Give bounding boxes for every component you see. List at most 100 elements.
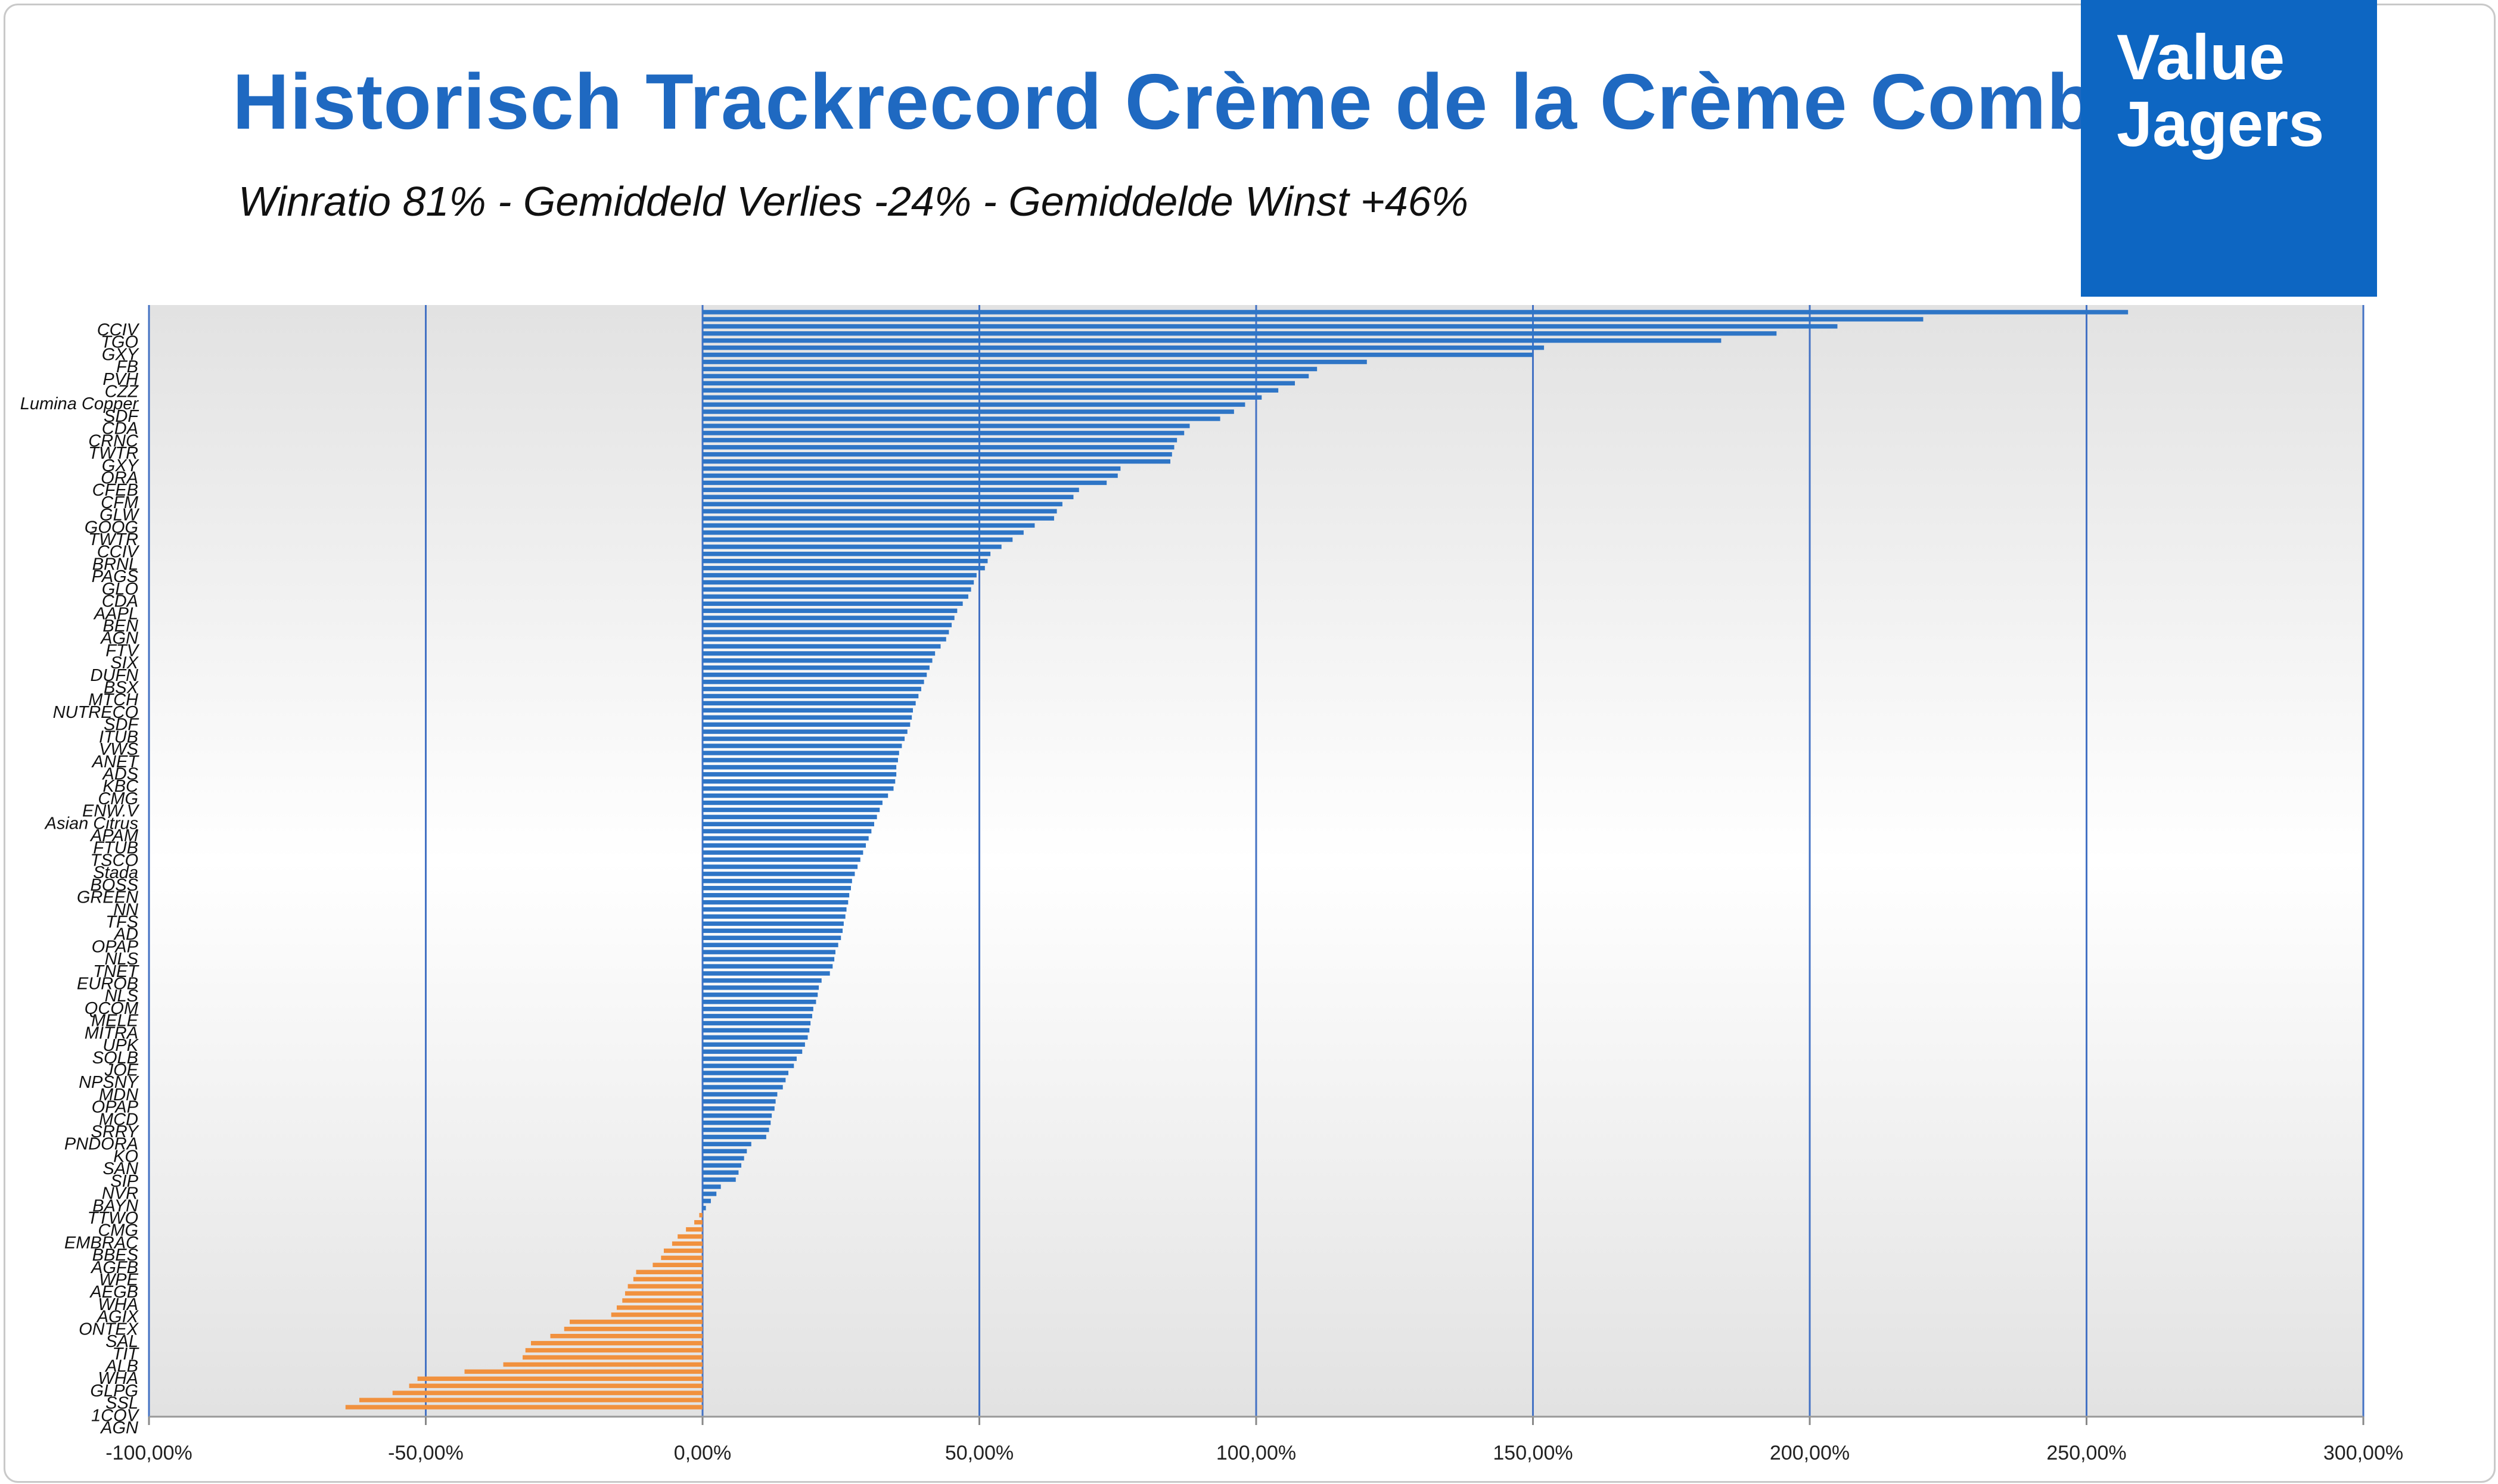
bar (703, 872, 855, 876)
bar (392, 1390, 703, 1395)
category-label: CRNC (88, 431, 139, 450)
bar (703, 644, 941, 649)
x-tick-label: -50,00% (388, 1442, 464, 1464)
x-tick-label: 0,00% (674, 1442, 731, 1464)
bar (699, 1213, 703, 1218)
bar (703, 1184, 721, 1189)
bar (703, 523, 1035, 528)
category-label: PVH (102, 370, 138, 389)
bar (703, 985, 819, 990)
bar (703, 473, 1118, 478)
category-label: ORA (101, 468, 138, 487)
bar (703, 409, 1234, 414)
bar (703, 907, 847, 912)
bar (703, 836, 869, 841)
bar (523, 1355, 703, 1360)
bar (703, 565, 985, 571)
bar (703, 1206, 706, 1211)
category-label: AAPL (93, 604, 138, 623)
bar (703, 480, 1107, 486)
category-label: CMG (98, 789, 138, 808)
bar (703, 651, 936, 656)
bar (703, 964, 833, 969)
x-tick-label: 50,00% (945, 1442, 1014, 1464)
category-label: NN (113, 900, 138, 919)
bar (703, 722, 911, 727)
bar (703, 751, 899, 755)
logo-line-1: Value (2117, 21, 2285, 93)
category-label: GXY (102, 345, 140, 364)
bar (409, 1383, 703, 1388)
category-label: SAL (105, 1332, 138, 1351)
category-label: ANET (91, 752, 140, 771)
category-label: TFS (105, 913, 138, 932)
bar (703, 679, 924, 685)
category-label: AD (113, 925, 138, 944)
category-label: BSX (104, 679, 139, 698)
bar (703, 580, 974, 585)
bar (622, 1298, 703, 1303)
category-label: QCOM (85, 999, 139, 1018)
bar (703, 793, 888, 798)
bar (703, 1028, 810, 1033)
bar (703, 971, 830, 976)
bar (703, 743, 902, 748)
bar (633, 1277, 703, 1281)
chart-title: Historisch Trackrecord Crème de la Crème… (232, 58, 2118, 145)
bar (703, 424, 1190, 428)
bar (703, 623, 952, 627)
category-label: EMBRAC (64, 1233, 139, 1252)
bar (703, 445, 1175, 450)
category-label: BAYN (92, 1196, 138, 1215)
category-label: MDN (99, 1085, 138, 1105)
category-label: BRNL (92, 555, 138, 574)
category-label: OPAP (92, 1098, 139, 1117)
bar (703, 1156, 744, 1161)
category-label: CCIV (97, 321, 140, 340)
bar (703, 779, 896, 784)
bar (703, 494, 1074, 499)
category-label: BBES (92, 1246, 139, 1265)
bar (703, 864, 858, 869)
bar (703, 552, 991, 556)
bar (703, 324, 1838, 329)
bar (703, 715, 912, 720)
category-label: FTV (105, 641, 139, 660)
bar (703, 928, 843, 934)
category-label: MCD (99, 1110, 138, 1129)
bar (672, 1241, 703, 1246)
bar (703, 487, 1079, 493)
bar (703, 892, 850, 898)
category-label: SRRY (91, 1122, 140, 1141)
bar (703, 879, 852, 883)
bar (703, 843, 866, 848)
bar (703, 658, 933, 663)
bar (703, 886, 851, 891)
bar (661, 1255, 703, 1261)
bar (531, 1340, 703, 1346)
category-label: Asian Citrus (44, 814, 138, 833)
bar (636, 1270, 703, 1274)
category-label: TTWO (88, 1209, 138, 1228)
category-label: GREEN (77, 888, 138, 907)
bar (703, 317, 1924, 322)
bar (617, 1305, 703, 1310)
category-label: GOOG (85, 518, 138, 537)
category-label: TGO (101, 333, 138, 352)
category-label: ALB (104, 1357, 138, 1376)
bars (345, 310, 2129, 1410)
bar (703, 914, 846, 919)
bar (703, 388, 1279, 393)
category-label: Lumina Copper (20, 394, 139, 413)
category-label: JOE (104, 1060, 139, 1079)
category-label: ADS (101, 764, 138, 783)
category-label: WHA (98, 1369, 138, 1388)
bar (703, 1092, 778, 1097)
bar (703, 537, 1013, 542)
bar (703, 800, 883, 805)
bar (703, 1071, 788, 1075)
category-label: CFEB (92, 481, 138, 500)
bar (703, 502, 1062, 506)
bar (703, 381, 1295, 386)
